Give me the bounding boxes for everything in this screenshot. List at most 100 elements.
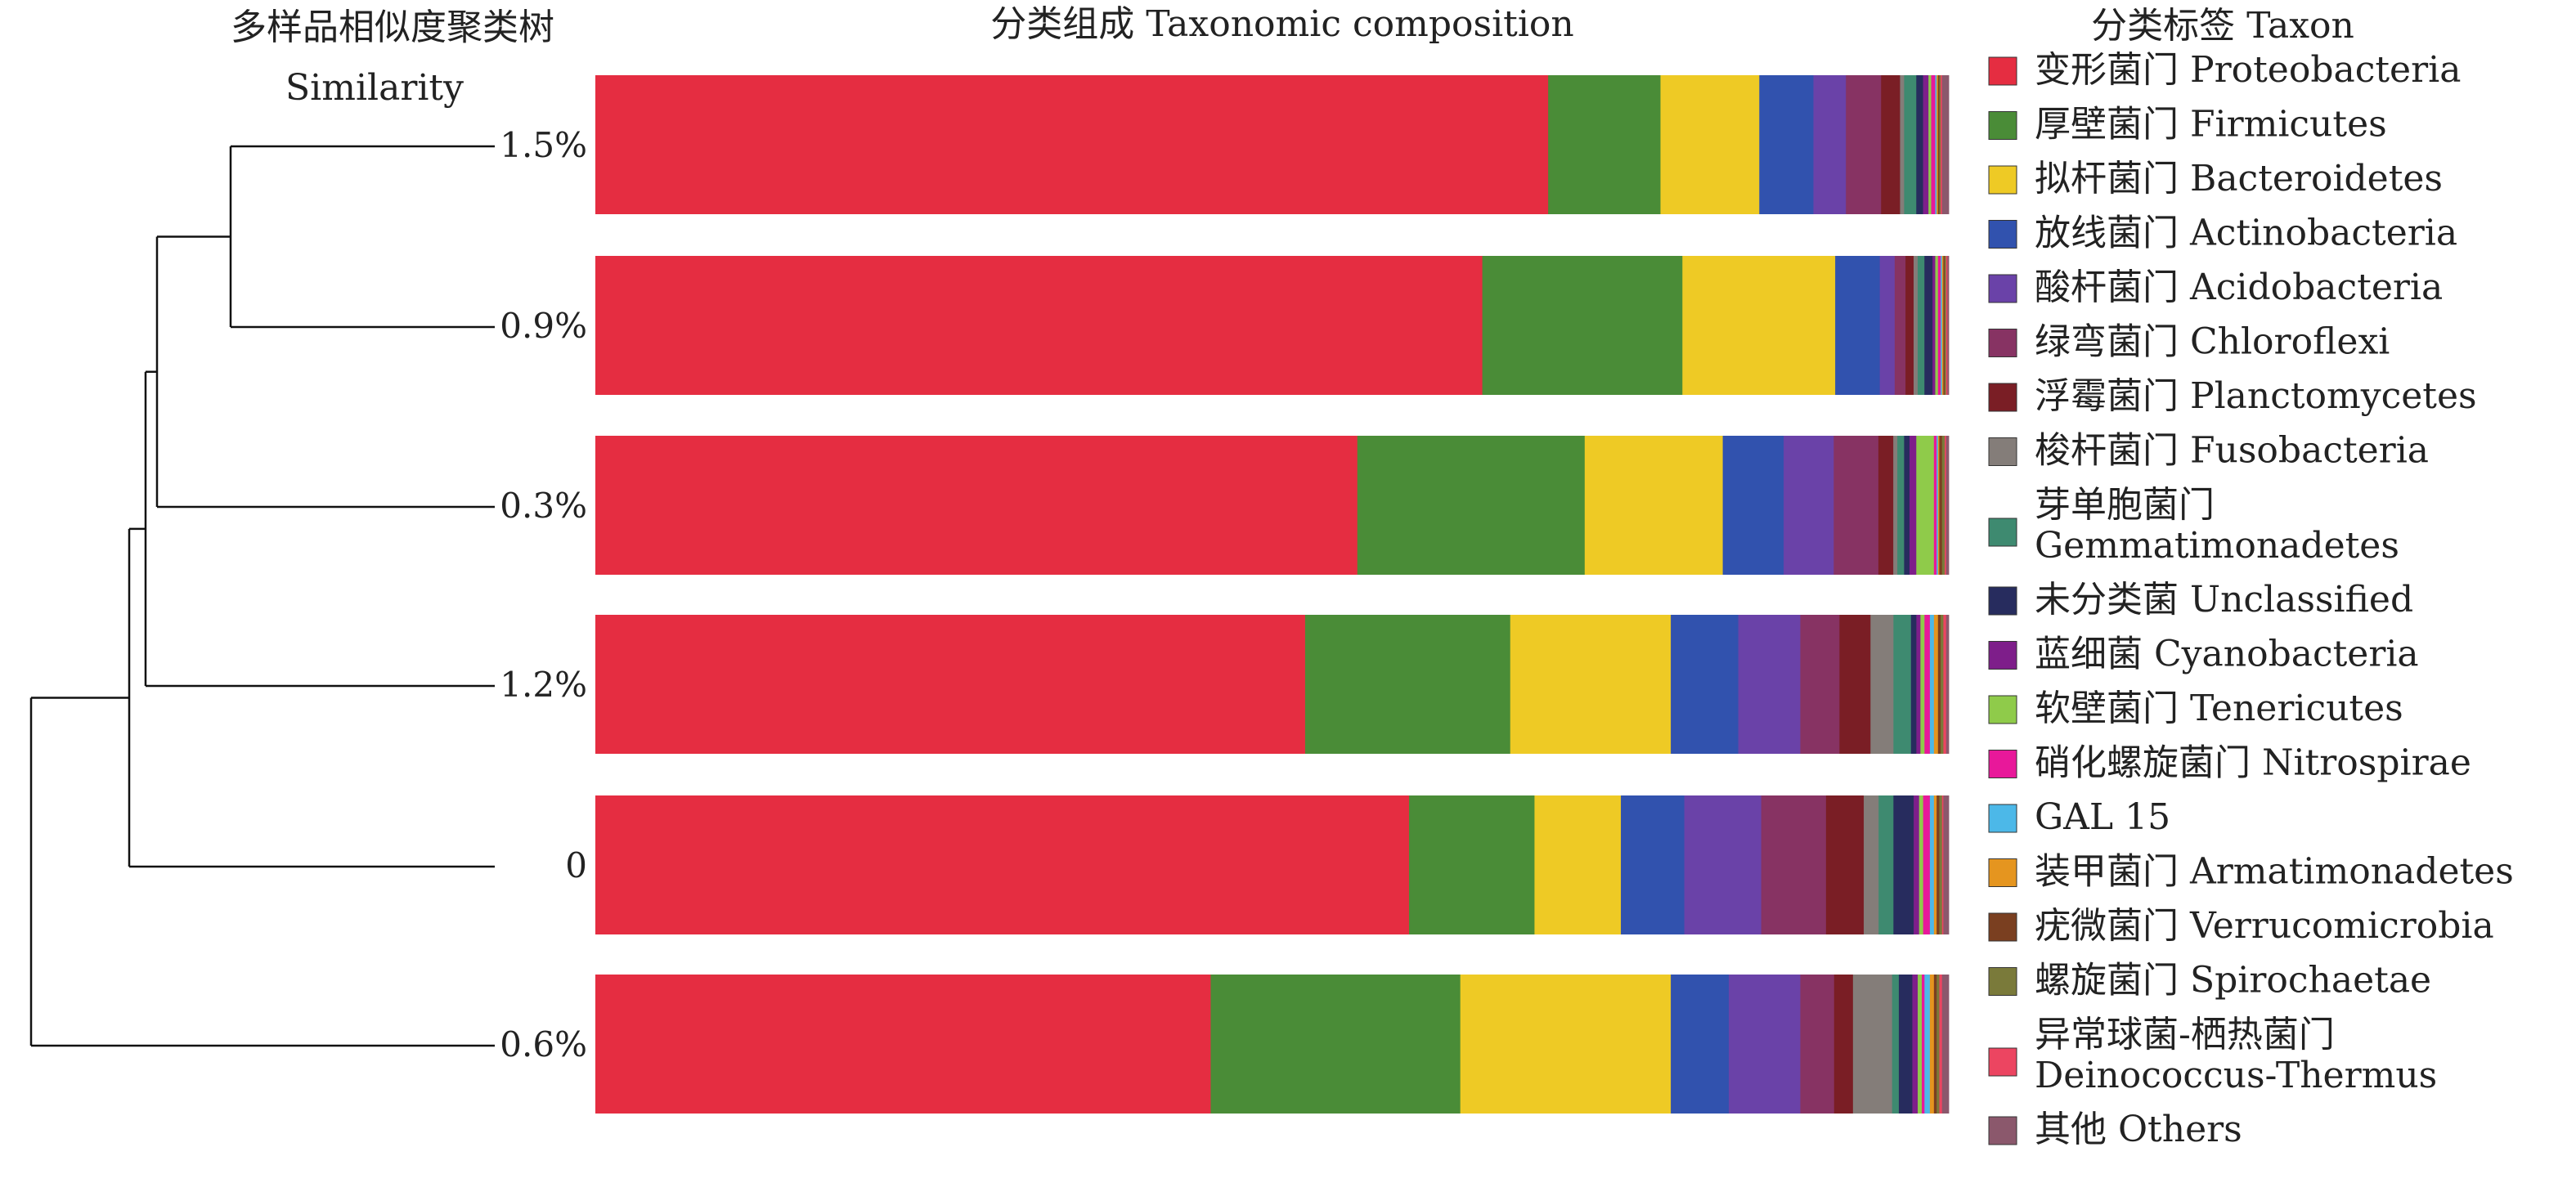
sample-label: 0.9% — [500, 306, 587, 346]
bar-segment-3-3 — [1671, 615, 1739, 754]
bar-segment-2-16 — [1941, 436, 1945, 575]
bar-segment-2-12 — [1933, 436, 1937, 575]
legend-label: 浮霉菌门 Planctomycetes — [2035, 375, 2477, 417]
bar-segment-3-11 — [1920, 615, 1925, 754]
legend-swatch — [1988, 274, 2017, 303]
legend-item: 拟杆菌门 Bacteroidetes — [1988, 158, 2443, 199]
legend-item: 其他 Others — [1988, 1109, 2242, 1150]
bar-segment-3-9 — [1910, 615, 1917, 754]
legend-swatch — [1988, 641, 2017, 670]
bar-segment-2-14 — [1937, 436, 1940, 575]
legend-item: 放线菌门 Actinobacteria — [1988, 213, 2457, 254]
bar-segment-0-17 — [1941, 75, 1943, 214]
bar-segment-5-4 — [1729, 975, 1801, 1114]
bar-segment-0-2 — [1660, 75, 1760, 214]
bar-segment-4-13 — [1929, 795, 1935, 934]
legend-label: GAL 15 — [2035, 796, 2170, 838]
bar-segment-0-5 — [1846, 75, 1882, 214]
sample-label: 0.6% — [500, 1024, 587, 1064]
bar-segment-4-16 — [1939, 795, 1943, 934]
bar-segment-4-18 — [1943, 795, 1950, 934]
legend-label: 硝化螺旋菌门 Nitrospirae — [2035, 742, 2471, 784]
legend-swatch — [1988, 1047, 2017, 1077]
bar-segment-0-8 — [1904, 75, 1917, 214]
bar-segment-4-4 — [1684, 795, 1762, 934]
bar-segment-5-12 — [1922, 975, 1925, 1114]
legend-label: 其他 Others — [2035, 1109, 2242, 1150]
bar-segment-0-10 — [1923, 75, 1929, 214]
legend-label: 蓝细菌 Cyanobacteria — [2035, 634, 2419, 675]
bar-segment-3-7 — [1870, 615, 1894, 754]
legend-swatch — [1988, 858, 2017, 887]
legend: 变形菌门 Proteobacteria 厚壁菌门 Firmicutes 拟杆菌门 B… — [1988, 49, 2514, 1150]
bar-segment-4-14 — [1933, 795, 1937, 934]
legend-item: 变形菌门 Proteobacteria — [1988, 49, 2461, 91]
legend-swatch — [1988, 111, 2017, 140]
bar-segment-4-12 — [1923, 795, 1931, 934]
bar-segment-4-5 — [1761, 795, 1827, 934]
bar-segment-3-15 — [1937, 615, 1941, 754]
legend-item: 装甲菌门 Armatimonadetes — [1988, 851, 2514, 893]
bar-segment-1-3 — [1835, 256, 1881, 395]
sample-label: 0.3% — [500, 486, 587, 526]
bar-segment-5-6 — [1833, 975, 1854, 1114]
legend-label: 酸杆菌门 Acidobacteria — [2035, 267, 2443, 308]
bar-segment-5-7 — [1852, 975, 1893, 1114]
dendrogram-title: 多样品相似度聚类树 — [231, 7, 554, 48]
bar-segment-0-12 — [1931, 75, 1936, 214]
legend-item: GAL 15 — [1988, 796, 2170, 838]
legend-swatch — [1988, 750, 2017, 778]
bar-segment-2-18 — [1945, 436, 1950, 575]
bar-segment-3-8 — [1893, 615, 1912, 754]
legend-label: 拟杆菌门 Bacteroidetes — [2035, 158, 2443, 199]
bar-segment-2-13 — [1936, 436, 1939, 575]
legend-item: 软壁菌门 Tenericutes — [1988, 688, 2403, 729]
bar-segment-1-0 — [595, 256, 1483, 395]
bar-segment-3-2 — [1510, 615, 1672, 754]
bar-segment-0-15 — [1937, 75, 1940, 214]
bar-segment-2-8 — [1897, 436, 1905, 575]
dendrogram-subtitle: Similarity — [285, 67, 464, 109]
bar-segment-1-9 — [1924, 256, 1933, 395]
legend-swatch — [1988, 165, 2017, 195]
chart-title: 分类组成 Taxonomic composition — [990, 3, 1573, 45]
legend-label: 厚壁菌门 Firmicutes — [2035, 104, 2387, 146]
legend-item: 厚壁菌门 Firmicutes — [1988, 104, 2387, 146]
legend-swatch — [1988, 220, 2017, 249]
bar-segment-0-1 — [1548, 75, 1661, 214]
bar-segment-1-16 — [1945, 256, 1947, 395]
bar-segment-4-8 — [1878, 795, 1894, 934]
bar-segment-5-17 — [1939, 975, 1943, 1114]
bar-segment-0-14 — [1936, 75, 1939, 214]
legend-label: 装甲菌门 Armatimonadetes — [2035, 851, 2514, 893]
sample-label: 0 — [565, 845, 587, 885]
legend-swatch — [1988, 518, 2017, 547]
bar-segment-1-1 — [1482, 256, 1683, 395]
legend-item: 硝化螺旋菌门 Nitrospirae — [1988, 742, 2471, 784]
legend-label: 疣微菌门 Verrucomicrobia — [2035, 905, 2494, 947]
bar-segment-0-11 — [1928, 75, 1932, 214]
bar-segment-4-11 — [1919, 795, 1924, 934]
legend-swatch — [1988, 329, 2017, 357]
bar-segment-2-17 — [1945, 436, 1947, 575]
legend-swatch — [1988, 967, 2017, 996]
bar-segment-1-5 — [1894, 256, 1906, 395]
legend-title: 分类标签 Taxon — [2091, 5, 2354, 47]
bar-segment-4-15 — [1936, 795, 1940, 934]
legend-item: 绿弯菌门 Chloroflexi — [1988, 321, 2390, 363]
legend-item: 螺旋菌门 Spirochaetae — [1988, 960, 2431, 1002]
legend-label: 螺旋菌门 Spirochaetae — [2035, 960, 2431, 1002]
bar-segment-3-14 — [1933, 615, 1939, 754]
bar-segment-0-9 — [1916, 75, 1923, 214]
sample-label: 1.2% — [500, 665, 587, 705]
bar-segment-3-1 — [1304, 615, 1511, 754]
bar-segment-4-1 — [1408, 795, 1535, 934]
bar-segment-0-0 — [595, 75, 1549, 214]
bar-segment-0-18 — [1941, 75, 1950, 214]
bar-segment-1-11 — [1935, 256, 1939, 395]
legend-label: Deinococcus-Thermus — [2035, 1055, 2437, 1096]
legend-label: 未分类菌 Unclassified — [2035, 579, 2413, 621]
bar-segment-1-12 — [1937, 256, 1941, 395]
